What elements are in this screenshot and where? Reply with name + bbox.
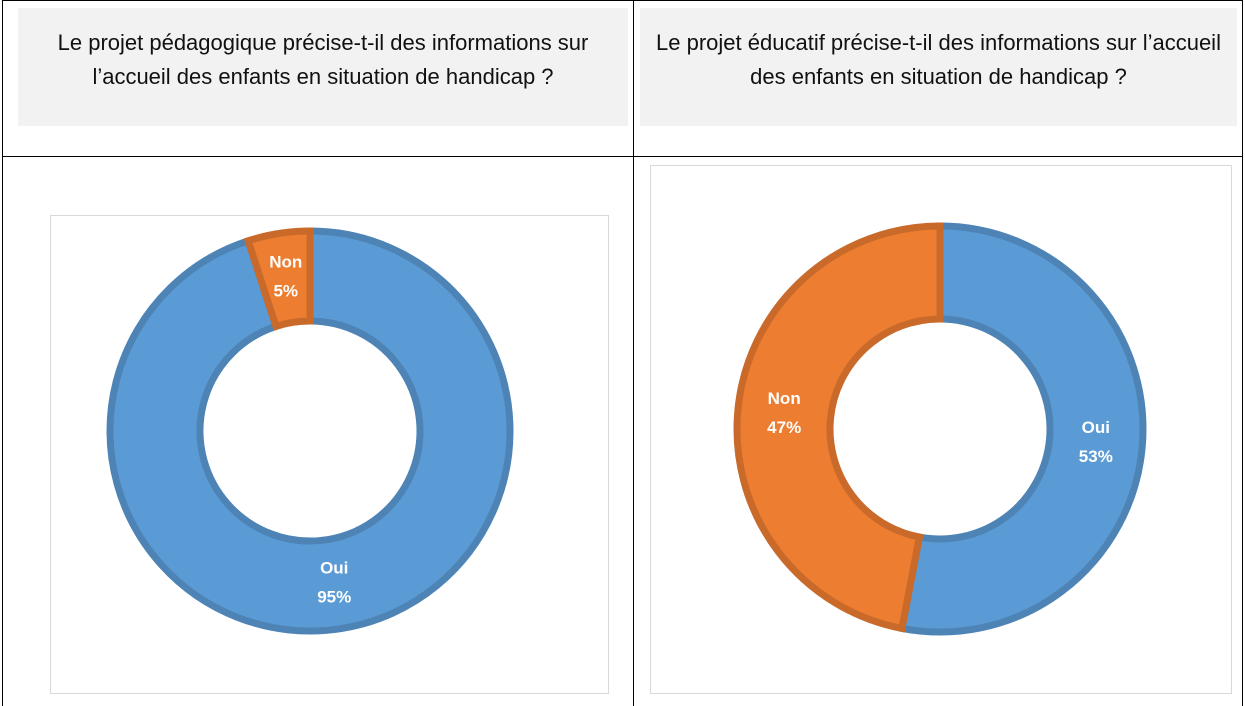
segment-label: Oui [1082,418,1110,437]
border [2,0,1243,1]
segment-value: 47% [767,418,801,437]
border [2,156,1243,157]
donut-segment [733,222,944,633]
header-text: Le projet éducatif précise-t-il des info… [656,30,1221,89]
segment-value: 53% [1079,447,1113,466]
border [2,0,3,706]
header-cell: Le projet éducatif précise-t-il des info… [640,8,1237,126]
donut-segment [106,227,514,635]
segment-value: 95% [317,588,351,607]
border [1242,0,1243,706]
segment-label: Oui [320,559,348,578]
border [633,0,634,706]
segment-label: Non [269,252,302,271]
header-text: Le projet pédagogique précise-t-il des i… [57,30,589,89]
segment-label: Non [768,389,801,408]
segment-value: 5% [273,281,298,300]
donut-segment [243,227,314,331]
header-cell: Le projet pédagogique précise-t-il des i… [18,8,628,126]
donut-segment [897,222,1147,636]
